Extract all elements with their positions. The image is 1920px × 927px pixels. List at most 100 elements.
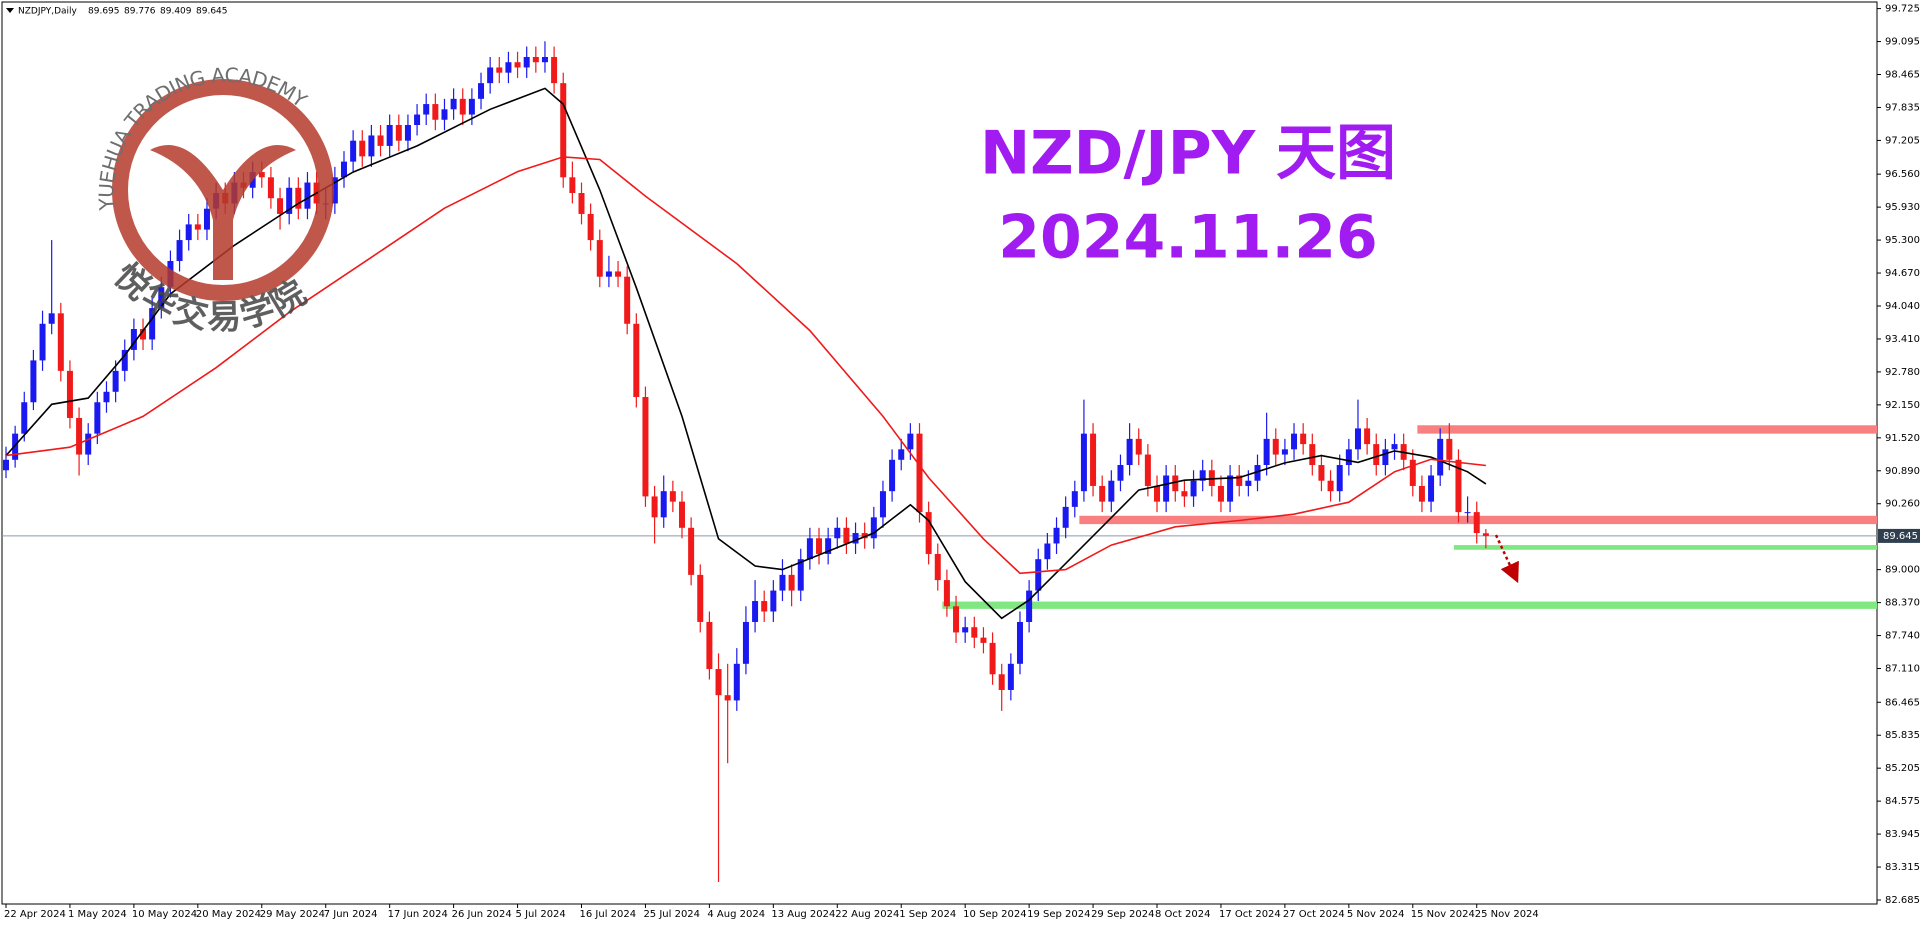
candle-body <box>112 370 119 392</box>
candle-body <box>395 124 402 141</box>
candle-body <box>1227 475 1234 502</box>
candle-body <box>505 62 512 73</box>
candle-body <box>1181 491 1188 497</box>
candle-body <box>103 391 110 403</box>
candle-body <box>1391 444 1398 450</box>
candle-body <box>432 104 439 120</box>
candle-body <box>797 559 804 591</box>
moving-average <box>5 156 1486 575</box>
candle-body <box>94 402 101 434</box>
candle-body <box>861 533 868 539</box>
x-tick-label: 10 May 2024 <box>132 909 197 920</box>
candle-body <box>1345 449 1352 466</box>
candle-body <box>350 140 357 162</box>
candle-body <box>870 517 877 539</box>
candle-body <box>1272 438 1279 455</box>
candle-body <box>615 271 622 277</box>
candle-body <box>304 182 311 209</box>
candle-body <box>414 114 421 125</box>
candle-body <box>1135 438 1142 455</box>
candle-body <box>340 161 347 178</box>
y-tick-label: 93.410 <box>1885 334 1920 345</box>
plot-frame <box>1 1 1878 905</box>
candle-body <box>1428 475 1435 502</box>
candle-body <box>779 574 786 591</box>
candle-body <box>331 177 338 204</box>
x-tick-label: 25 Jul 2024 <box>643 909 700 920</box>
candle-body <box>806 538 813 560</box>
candle-body <box>514 62 521 68</box>
candle-body <box>1254 465 1261 481</box>
candle-body <box>377 135 384 146</box>
x-tick-label: 1 May 2024 <box>68 909 127 920</box>
candle-body <box>998 674 1005 690</box>
ohlc-label: 89.695 <box>88 7 120 17</box>
x-tick-label: 1 Sep 2024 <box>899 909 956 920</box>
level-zone <box>942 601 1877 609</box>
candle-body <box>295 187 302 209</box>
x-tick-label: 15 Nov 2024 <box>1411 909 1475 920</box>
chart-title: NZD/JPY 天图 <box>980 119 1396 189</box>
ohlc-label: 89.776 <box>124 7 156 17</box>
candle-body <box>724 695 731 701</box>
x-tick-label: 27 Oct 2024 <box>1283 909 1345 920</box>
candle-body <box>459 98 466 115</box>
candle-body <box>733 663 740 701</box>
candle-body <box>66 370 73 418</box>
x-tick-label: 16 Jul 2024 <box>580 909 637 920</box>
y-tick-label: 83.315 <box>1885 862 1920 873</box>
candle-body <box>185 224 192 241</box>
y-tick-label: 90.890 <box>1885 466 1920 477</box>
candle-body <box>258 172 265 178</box>
candle-body <box>1336 465 1343 492</box>
candle-body <box>551 56 558 84</box>
candle-body <box>1117 465 1124 481</box>
y-tick-label: 98.465 <box>1885 70 1920 81</box>
candle-body <box>1217 485 1224 502</box>
candle-body <box>1007 663 1014 690</box>
plot-layer <box>2 41 1877 882</box>
candle-body <box>1354 428 1361 450</box>
candle-body <box>852 533 859 544</box>
candle-body <box>176 240 183 262</box>
candle-body <box>450 98 457 110</box>
candle-body <box>971 627 978 638</box>
y-tick-label: 92.150 <box>1885 400 1920 411</box>
level-zone <box>1417 425 1877 434</box>
x-tick-label: 13 Aug 2024 <box>771 909 835 920</box>
candle-body <box>669 491 676 502</box>
level-zone <box>1453 545 1877 550</box>
candle-body <box>1327 480 1334 492</box>
candle-body <box>816 538 823 554</box>
candle-body <box>496 67 503 73</box>
candle-body <box>1464 512 1471 514</box>
candle-body <box>624 276 631 324</box>
y-tick-label: 95.930 <box>1885 202 1920 213</box>
candle-body <box>889 459 896 492</box>
candle-body <box>1418 485 1425 502</box>
menu-icon[interactable] <box>6 8 14 13</box>
candle-body <box>697 574 704 622</box>
candle-body <box>1172 475 1179 492</box>
candle-body <box>1016 621 1023 664</box>
x-tick-label: 22 Aug 2024 <box>835 909 899 920</box>
y-tick-label: 96.560 <box>1885 169 1920 180</box>
candle-body <box>1291 433 1298 450</box>
candle-body <box>121 349 128 371</box>
candle-body <box>1108 480 1115 502</box>
price-tag-label: 89.645 <box>1883 531 1918 542</box>
candle-body <box>1318 465 1325 481</box>
candle-body <box>1053 527 1060 544</box>
candle-body <box>943 580 950 607</box>
candle-body <box>1163 475 1170 502</box>
candle-body <box>1263 438 1270 466</box>
y-tick-label: 85.205 <box>1885 763 1920 774</box>
candle-body <box>57 313 64 371</box>
y-tick-label: 94.040 <box>1885 301 1920 312</box>
candle-body <box>715 669 722 696</box>
candle-body <box>907 433 914 450</box>
logo-ring <box>112 79 334 301</box>
candle-body <box>478 83 485 99</box>
y-tick-label: 91.520 <box>1885 433 1920 444</box>
